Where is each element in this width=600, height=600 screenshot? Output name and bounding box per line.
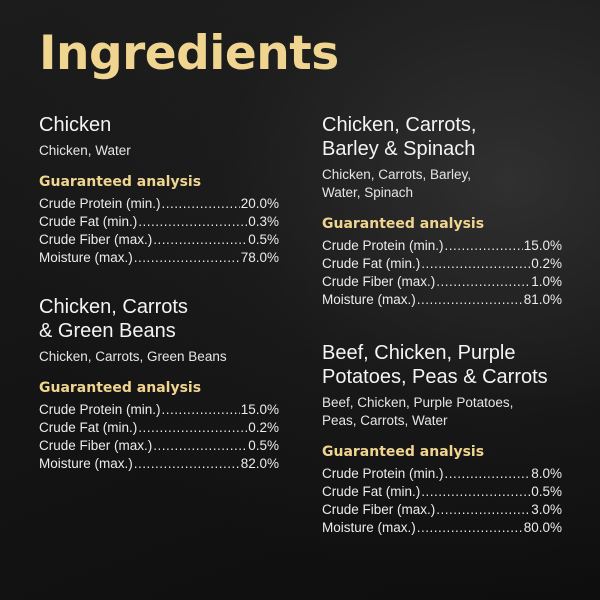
recipe-ingredients-line: Chicken, Carrots, Barley, xyxy=(322,167,472,182)
analysis-row: Crude Fiber (max.) 1.0% xyxy=(322,273,562,291)
recipe-name: Chicken, Carrots & Green Beans xyxy=(39,295,289,343)
analysis-value: 0.5% xyxy=(248,438,279,453)
analysis-value: 8.0% xyxy=(531,466,562,481)
analysis-value: 80.0% xyxy=(523,520,562,535)
recipe-name-line: Chicken, Carrots, xyxy=(322,114,477,136)
analysis-label: Crude Protein (min.) xyxy=(322,238,444,253)
analysis-label: Crude Fat (min.) xyxy=(322,484,421,499)
recipe-name: Chicken xyxy=(39,113,289,137)
analysis-value: 3.0% xyxy=(531,502,562,517)
dot-leader xyxy=(417,291,523,309)
analysis-label: Crude Fiber (max.) xyxy=(322,274,436,289)
analysis-value: 0.5% xyxy=(248,232,279,247)
analysis-value: 1.0% xyxy=(531,274,562,289)
analysis-row: Crude Fat (min.) 0.3% xyxy=(39,213,279,231)
analysis-label: Crude Fiber (max.) xyxy=(39,438,153,453)
analysis-heading: Guaranteed analysis xyxy=(322,216,485,232)
analysis-value: 81.0% xyxy=(523,292,562,307)
analysis-row: Moisture (max.) 80.0% xyxy=(322,519,562,537)
recipe-name: Beef, Chicken, Purple Potatoes, Peas & C… xyxy=(322,341,572,389)
recipe-name-line: Beef, Chicken, Purple xyxy=(322,342,516,364)
dot-leader xyxy=(436,501,530,519)
analysis-label: Crude Fat (min.) xyxy=(39,420,138,435)
analysis-value: 0.3% xyxy=(248,214,279,229)
recipe-ingredients: Chicken, Water xyxy=(39,143,131,158)
recipe-name-line: Barley & Spinach xyxy=(322,138,476,160)
analysis-row: Moisture (max.) 81.0% xyxy=(322,291,562,309)
analysis-row: Crude Protein (min.) 15.0% xyxy=(39,401,279,419)
analysis-row: Crude Protein (min.) 20.0% xyxy=(39,195,279,213)
dot-leader xyxy=(417,519,523,537)
analysis-label: Crude Fiber (max.) xyxy=(322,502,436,517)
analysis-value: 0.2% xyxy=(531,256,562,271)
dot-leader xyxy=(153,231,247,249)
analysis-value: 0.2% xyxy=(248,420,279,435)
analysis-label: Crude Fat (min.) xyxy=(39,214,138,229)
analysis-label: Moisture (max.) xyxy=(322,292,416,307)
dot-leader xyxy=(421,255,530,273)
dot-leader xyxy=(134,455,240,473)
analysis-row: Crude Protein (min.) 8.0% xyxy=(322,465,562,483)
analysis-heading: Guaranteed analysis xyxy=(322,444,485,460)
analysis-label: Crude Protein (min.) xyxy=(39,196,161,211)
analysis-heading: Guaranteed analysis xyxy=(39,174,202,190)
analysis-value: 78.0% xyxy=(240,250,279,265)
dot-leader xyxy=(138,419,247,437)
analysis-label: Crude Fat (min.) xyxy=(322,256,421,271)
dot-leader xyxy=(153,437,247,455)
analysis-label: Moisture (max.) xyxy=(39,250,133,265)
dot-leader xyxy=(445,237,523,255)
recipe-name-line: Potatoes, Peas & Carrots xyxy=(322,366,548,388)
recipe-chicken: Chicken Chicken, Water Guaranteed analys… xyxy=(39,113,289,267)
analysis-heading: Guaranteed analysis xyxy=(39,380,202,396)
recipe-ingredients-line: Beef, Chicken, Purple Potatoes, xyxy=(322,395,514,410)
analysis-label: Crude Protein (min.) xyxy=(322,466,444,481)
analysis-label: Crude Protein (min.) xyxy=(39,402,161,417)
recipe-name-line: & Green Beans xyxy=(39,320,176,342)
dot-leader xyxy=(421,483,530,501)
recipe-chicken-carrots-barley-spinach: Chicken, Carrots, Barley & Spinach Chick… xyxy=(322,113,572,309)
analysis-label: Crude Fiber (max.) xyxy=(39,232,153,247)
dot-leader xyxy=(162,401,240,419)
recipe-ingredients: Chicken, Carrots, Barley, Water, Spinach xyxy=(322,166,572,202)
analysis-row: Crude Protein (min.) 15.0% xyxy=(322,237,562,255)
analysis-label: Moisture (max.) xyxy=(322,520,416,535)
analysis-value: 15.0% xyxy=(523,238,562,253)
analysis-row: Crude Fiber (max.) 0.5% xyxy=(39,437,279,455)
recipe-ingredients: Chicken, Carrots, Green Beans xyxy=(39,349,227,364)
analysis-row: Crude Fat (min.) 0.2% xyxy=(322,255,562,273)
dot-leader xyxy=(138,213,247,231)
recipe-chicken-carrots-green-beans: Chicken, Carrots & Green Beans Chicken, … xyxy=(39,295,289,473)
analysis-row: Crude Fat (min.) 0.2% xyxy=(39,419,279,437)
analysis-row: Crude Fiber (max.) 3.0% xyxy=(322,501,562,519)
analysis-value: 20.0% xyxy=(240,196,279,211)
dot-leader xyxy=(436,273,530,291)
recipe-ingredients-line: Water, Spinach xyxy=(322,185,414,200)
analysis-row: Moisture (max.) 82.0% xyxy=(39,455,279,473)
recipe-name-text: Chicken xyxy=(39,114,112,136)
recipe-beef-chicken-purple-potatoes: Beef, Chicken, Purple Potatoes, Peas & C… xyxy=(322,341,572,537)
analysis-row: Crude Fiber (max.) 0.5% xyxy=(39,231,279,249)
dot-leader xyxy=(445,465,531,483)
recipe-ingredients: Beef, Chicken, Purple Potatoes, Peas, Ca… xyxy=(322,394,572,430)
analysis-value: 82.0% xyxy=(240,456,279,471)
analysis-value: 15.0% xyxy=(240,402,279,417)
dot-leader xyxy=(134,249,240,267)
recipe-ingredients-line: Peas, Carrots, Water xyxy=(322,413,448,428)
analysis-row: Moisture (max.) 78.0% xyxy=(39,249,279,267)
analysis-label: Moisture (max.) xyxy=(39,456,133,471)
dot-leader xyxy=(162,195,240,213)
analysis-value: 0.5% xyxy=(531,484,562,499)
analysis-row: Crude Fat (min.) 0.5% xyxy=(322,483,562,501)
recipe-name: Chicken, Carrots, Barley & Spinach xyxy=(322,113,572,161)
page-title: Ingredients xyxy=(39,26,339,81)
recipe-name-line: Chicken, Carrots xyxy=(39,296,188,318)
